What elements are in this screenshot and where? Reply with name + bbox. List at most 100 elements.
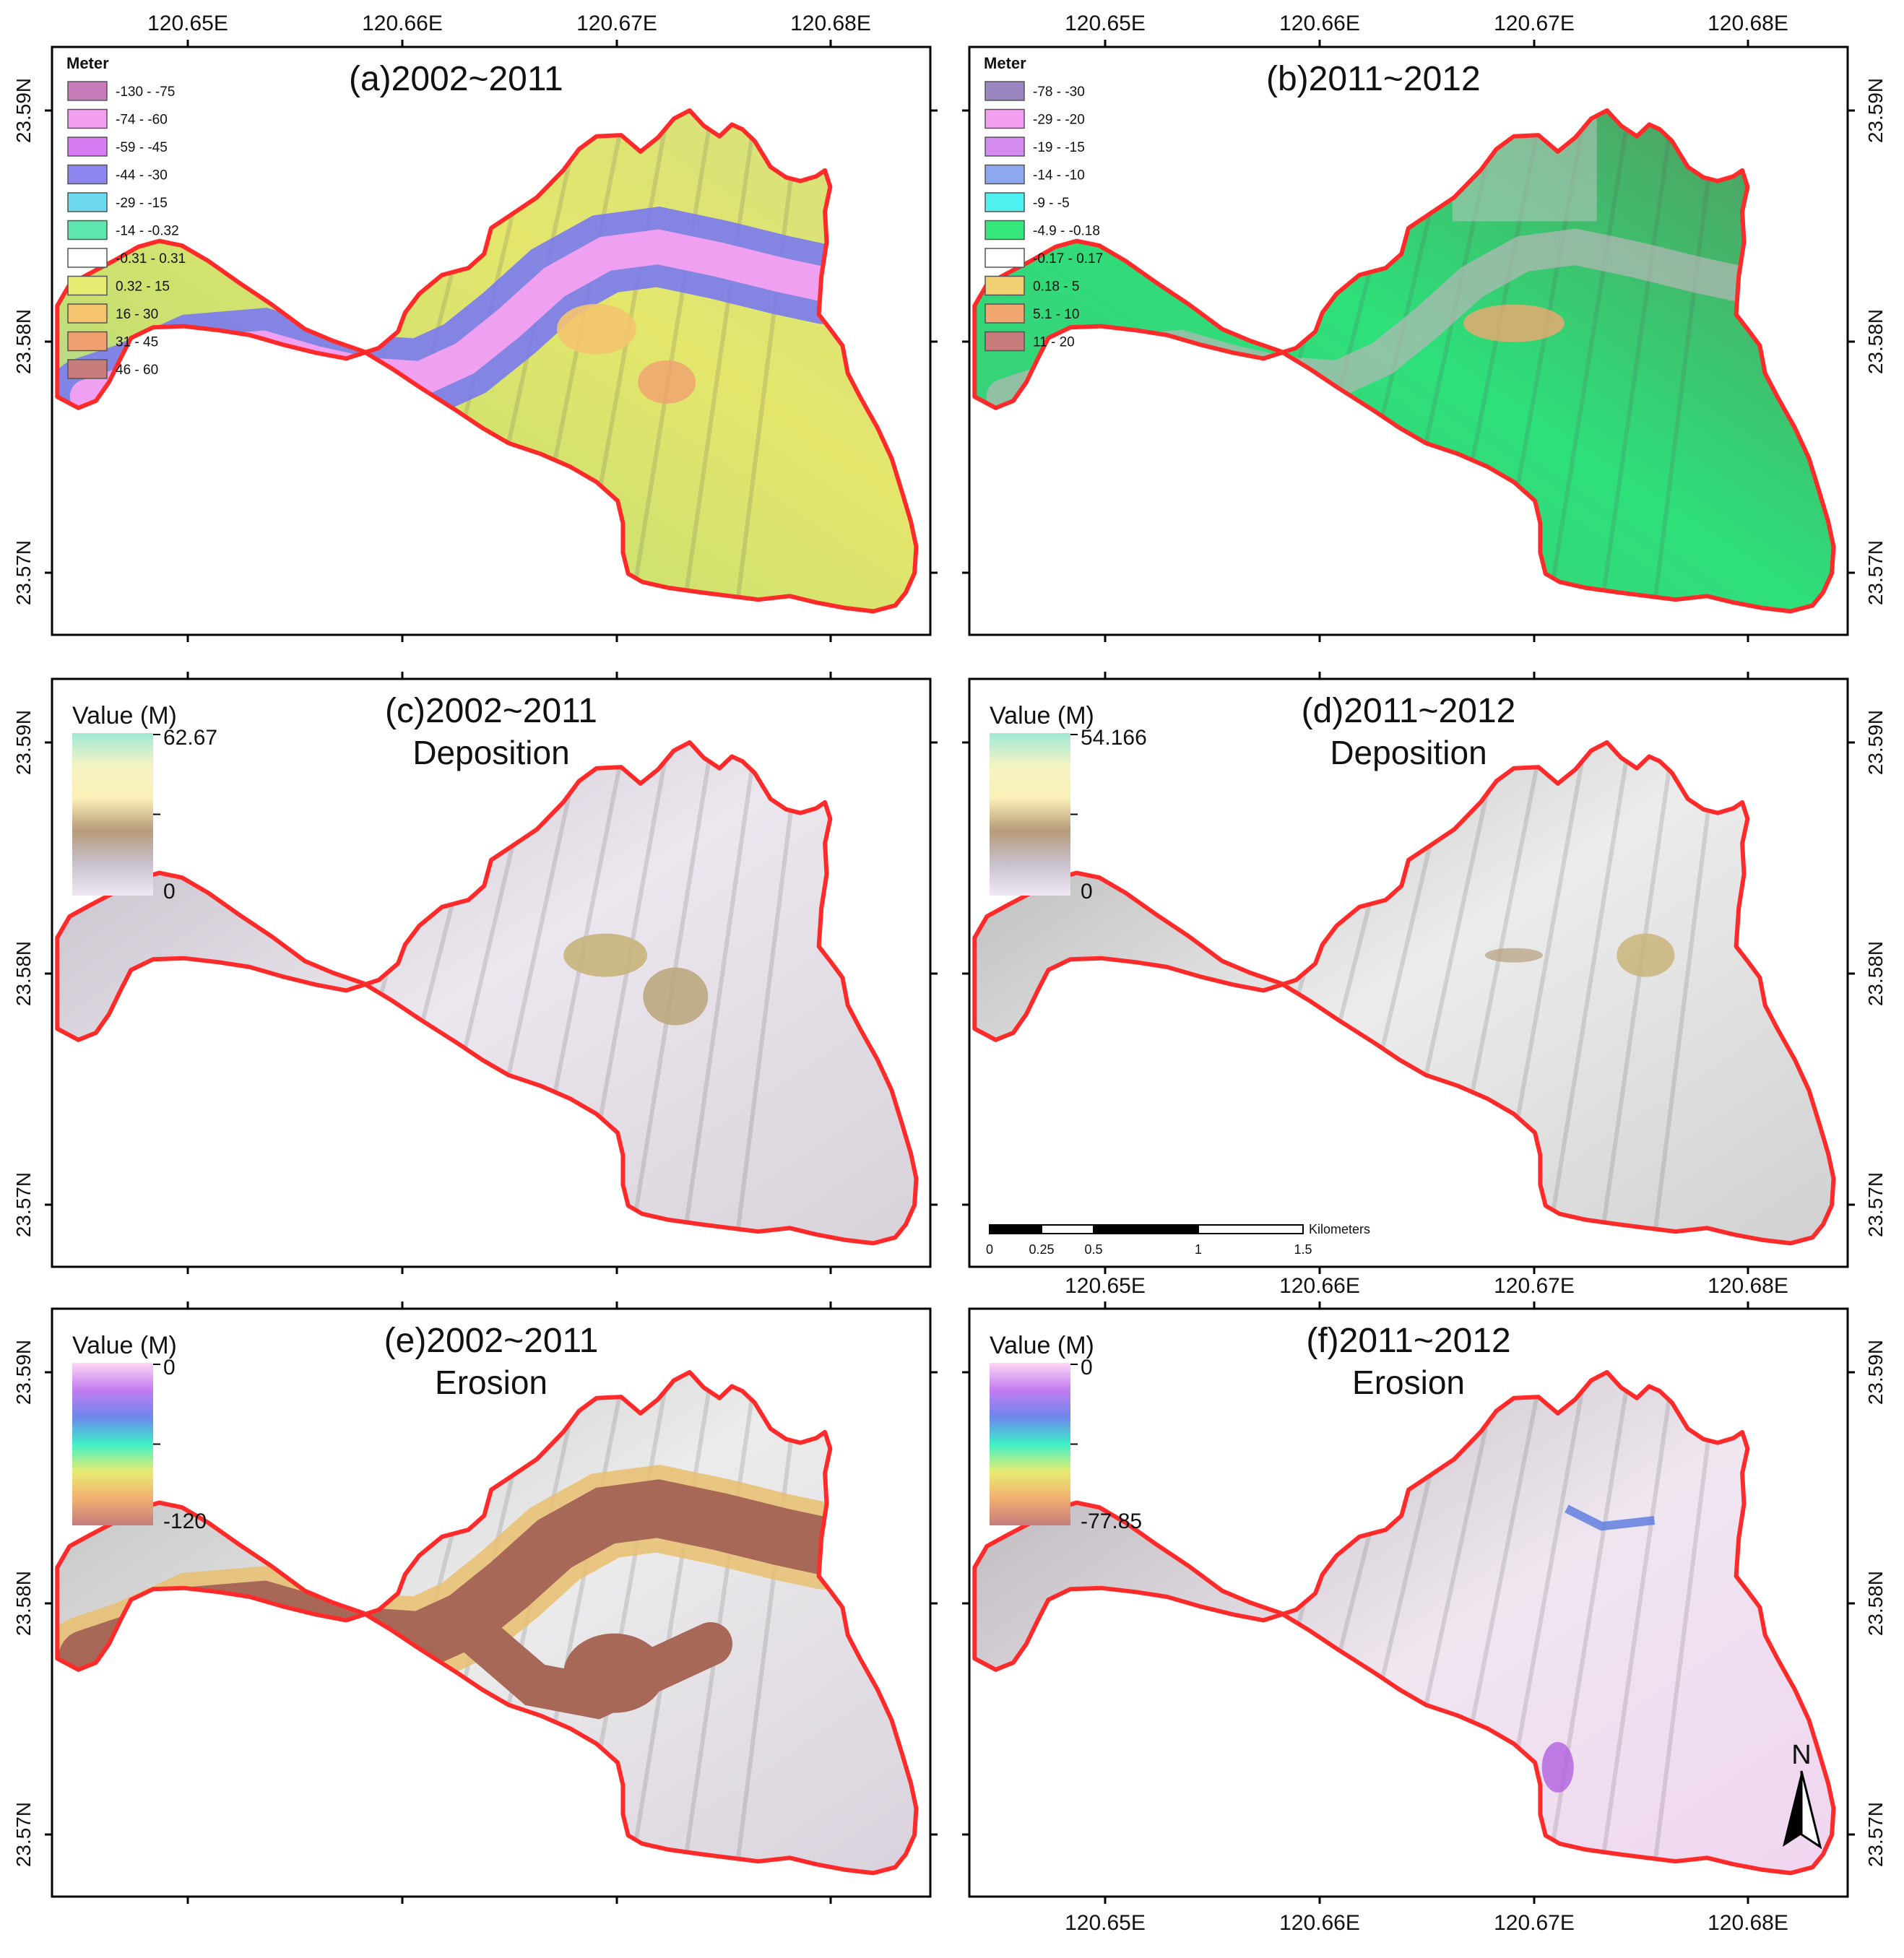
legend-class-label: -74 - -60 bbox=[116, 113, 168, 128]
erosion-channel bbox=[451, 1610, 732, 1720]
panel-title: (e)2002~2011 bbox=[384, 1322, 599, 1360]
hillshade-ridge bbox=[1599, 117, 1674, 606]
panel-title: (d)2011~2012 bbox=[1302, 692, 1516, 730]
lat-label: 23.59N bbox=[12, 1340, 35, 1405]
legend-max: 62.67 bbox=[163, 726, 217, 750]
legend-swatch bbox=[985, 81, 1025, 101]
lon-label: 120.66E bbox=[1279, 1911, 1360, 1935]
legend-min: 0 bbox=[1081, 880, 1093, 904]
lon-label: 120.66E bbox=[1279, 12, 1360, 35]
scale-bar-tick-label: 1.5 bbox=[1294, 1242, 1312, 1257]
erosion-patch bbox=[1541, 1741, 1574, 1793]
lat-label: 23.58N bbox=[1864, 1571, 1887, 1636]
deposit-patch bbox=[556, 303, 636, 355]
lat-label: 23.59N bbox=[1864, 710, 1887, 775]
legend: Meter -130 - -75 -74 - -60 -59 - -45 -44 - -… bbox=[66, 54, 186, 379]
hillshade-ridge bbox=[682, 117, 757, 606]
legend-class-label: -0.17 - 0.17 bbox=[1033, 251, 1103, 267]
lon-label: 120.68E bbox=[790, 12, 871, 35]
hillshade-ridge bbox=[1546, 749, 1630, 1238]
legend-swatch bbox=[985, 275, 1025, 296]
lon-label: 120.65E bbox=[1065, 1911, 1146, 1935]
lon-label: 120.67E bbox=[1494, 1911, 1575, 1935]
map-panel-c: (c)2002~2011 Deposition Value (M)62.67 0 bbox=[45, 672, 938, 1274]
legend-title: Meter bbox=[66, 54, 109, 72]
lon-label: 120.65E bbox=[1065, 12, 1146, 35]
legend-swatch bbox=[67, 359, 108, 379]
hillshade-ridge bbox=[629, 1379, 713, 1868]
legend: Meter -78 - -30 -29 - -20 -19 - -15 -14 - -1… bbox=[984, 54, 1103, 352]
legend-class-label: -44 - -30 bbox=[116, 168, 168, 183]
panel-subtitle: Deposition bbox=[412, 734, 569, 771]
legend-swatch bbox=[985, 331, 1025, 352]
legend-max: 54.166 bbox=[1081, 726, 1147, 750]
lat-label: 23.58N bbox=[12, 1571, 35, 1636]
deposit-patch bbox=[563, 933, 648, 977]
scale-bar-segment bbox=[1198, 1224, 1304, 1234]
legend-class-label: -0.31 - 0.31 bbox=[116, 251, 186, 267]
legend: Value (M)0 -120 bbox=[72, 1332, 207, 1533]
panel-subtitle: Erosion bbox=[1352, 1364, 1465, 1401]
legend-swatch bbox=[985, 192, 1025, 212]
legend-class-label: -29 - -15 bbox=[116, 196, 168, 211]
hillshade-ridge bbox=[1599, 1379, 1674, 1868]
legend-ramp bbox=[990, 733, 1070, 896]
legend-class-label: -59 - -45 bbox=[116, 140, 168, 155]
legend-swatch bbox=[985, 303, 1025, 324]
hillshade-ridge bbox=[682, 1379, 757, 1868]
legend-swatch bbox=[67, 81, 108, 101]
lon-label: 120.68E bbox=[1708, 1911, 1788, 1935]
watershed-boundary bbox=[55, 108, 919, 614]
hillshade-ridge bbox=[682, 749, 757, 1238]
scale-bar-unit: Kilometers bbox=[1309, 1222, 1370, 1236]
legend-swatch bbox=[67, 275, 108, 296]
legend: Value (M)0 -77.85 bbox=[990, 1332, 1142, 1533]
lon-label: 120.68E bbox=[1708, 12, 1788, 35]
legend-swatch bbox=[67, 108, 108, 129]
legend-min: -77.85 bbox=[1081, 1509, 1142, 1533]
scale-bar-tick-label: 1 bbox=[1195, 1242, 1202, 1257]
lat-label: 23.58N bbox=[1864, 941, 1887, 1006]
lon-label: 120.65E bbox=[147, 12, 228, 35]
scale-bar-tick-label: 0.5 bbox=[1084, 1242, 1102, 1257]
scale-bar-tick-label: 0 bbox=[986, 1242, 993, 1257]
lat-label: 23.58N bbox=[12, 309, 35, 374]
lat-label: 23.59N bbox=[12, 78, 35, 143]
lon-label: 120.65E bbox=[1065, 1274, 1146, 1298]
legend-swatch bbox=[67, 137, 108, 157]
deposit-patch bbox=[1484, 948, 1543, 963]
legend-title: Meter bbox=[984, 54, 1026, 72]
hillshade-ridge bbox=[735, 749, 801, 1238]
panel-title: (b)2011~2012 bbox=[1266, 60, 1481, 98]
legend-class-label: 5.1 - 10 bbox=[1033, 307, 1079, 322]
scale-bar: Kilometers 0 0.25 0.5 1 1.5 bbox=[986, 1222, 1370, 1257]
scale-bar-segment bbox=[989, 1224, 1042, 1234]
north-arrow-icon bbox=[1783, 1771, 1801, 1847]
lat-label: 23.57N bbox=[12, 1172, 35, 1237]
north-arrow-label: N bbox=[1791, 1740, 1811, 1770]
legend-class-label: 11 - 20 bbox=[1033, 335, 1075, 350]
hillshade-ridge bbox=[735, 117, 801, 606]
lon-label: 120.67E bbox=[576, 12, 657, 35]
legend-title: Value (M) bbox=[990, 702, 1094, 729]
legend-swatch bbox=[67, 164, 108, 185]
legend-class-label: -9 - -5 bbox=[1033, 196, 1070, 211]
legend-ramp bbox=[72, 733, 153, 896]
legend-min: 0 bbox=[163, 880, 176, 904]
legend-ramp bbox=[72, 1363, 153, 1525]
panel-title: (a)2002~2011 bbox=[349, 60, 563, 98]
deposit-patch bbox=[638, 360, 696, 404]
legend: Value (M)62.67 0 bbox=[72, 702, 217, 904]
north-arrow-icon bbox=[1800, 1770, 1822, 1850]
legend-title: Value (M) bbox=[990, 1332, 1094, 1359]
watershed-boundary bbox=[972, 1369, 1836, 1876]
legend-max: 0 bbox=[1081, 1356, 1093, 1379]
lon-label: 120.68E bbox=[1708, 1274, 1788, 1298]
legend-class-label: -14 - -10 bbox=[1033, 168, 1085, 183]
watershed-boundary bbox=[55, 740, 919, 1246]
scale-bar-segment bbox=[1041, 1224, 1094, 1234]
legend-class-label: -130 - -75 bbox=[116, 85, 175, 100]
panel-title: (c)2002~2011 bbox=[385, 692, 597, 730]
deposit-patch bbox=[1463, 304, 1565, 342]
